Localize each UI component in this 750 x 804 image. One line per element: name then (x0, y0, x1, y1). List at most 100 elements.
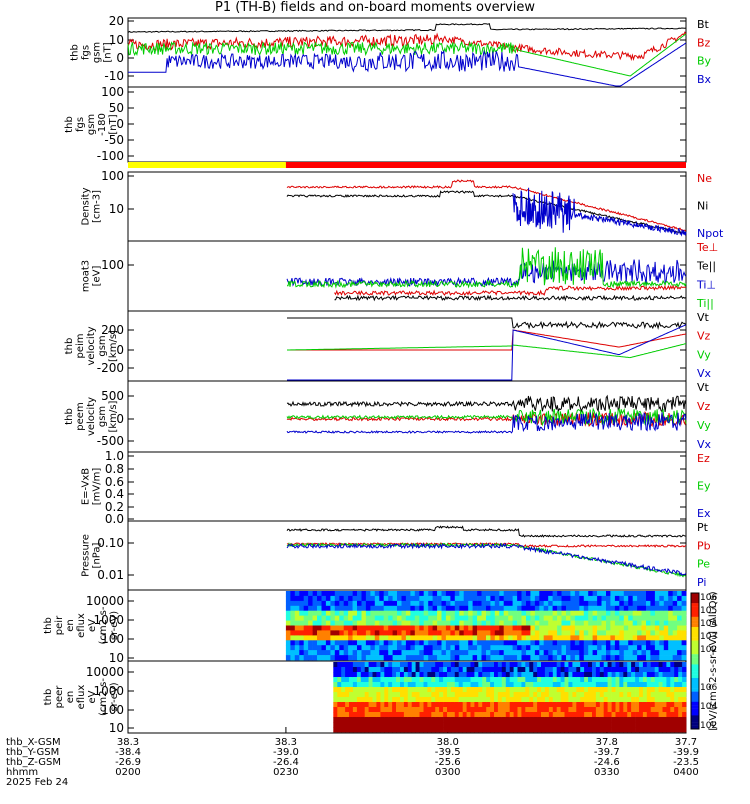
spec-cell (415, 712, 420, 718)
spec-cell (343, 625, 349, 631)
spec-cell (572, 697, 577, 703)
spec-cell (396, 662, 401, 668)
spec-cell (374, 640, 380, 646)
spec-cell (548, 697, 554, 703)
spec-cell (503, 610, 509, 616)
spec-cell (580, 712, 585, 718)
spec-cell (486, 712, 491, 718)
spec-cell (556, 712, 561, 718)
ytick-label: 1000 (93, 613, 124, 627)
spec-cell (552, 655, 558, 661)
ytick-label: -100 (97, 149, 124, 163)
spec-cell (410, 645, 416, 651)
spec-cell (556, 692, 561, 698)
spec-cell (623, 591, 629, 597)
spec-cell (481, 610, 487, 616)
spec-cell (599, 707, 605, 713)
ylabel-line: [eV] (92, 266, 103, 287)
spec-cell (642, 662, 648, 668)
spec-cell (592, 635, 598, 641)
spec-cell (637, 605, 642, 612)
spec-cell (364, 667, 369, 673)
spec-cell (303, 600, 309, 607)
spec-cell (407, 677, 413, 683)
spec-cell (672, 620, 678, 626)
ylabel-line: eflux (76, 613, 87, 638)
spec-cell (357, 600, 362, 607)
spec-cell (576, 687, 581, 693)
spec-cell (537, 687, 542, 693)
spec-cell (681, 650, 687, 656)
spec-cell (423, 655, 429, 661)
ylabel-line: [nT] (108, 114, 119, 134)
spec-cell (463, 650, 469, 656)
spec-cell (548, 672, 554, 678)
spec-cell (610, 600, 616, 607)
spec-cell (623, 702, 628, 708)
spec-cell (561, 610, 567, 616)
spec-cell (552, 645, 558, 651)
spec-cell (454, 640, 460, 646)
spec-cell (641, 640, 647, 646)
spec-cell (635, 722, 640, 728)
spec-cell (641, 600, 647, 607)
spec-cell (370, 591, 376, 597)
spec-cell (525, 667, 530, 673)
spec-cell (454, 635, 460, 641)
spec-cell (534, 625, 540, 631)
spec-cell (525, 687, 530, 693)
legend-Npot: Npot (697, 227, 724, 240)
spec-cell (392, 591, 398, 597)
spec-cell (352, 677, 358, 683)
spec-cell (303, 635, 309, 641)
spec-cell (607, 727, 612, 733)
spec-cell (619, 650, 625, 656)
spec-cell (294, 625, 300, 631)
spec-cell (517, 605, 522, 612)
spec-cell (592, 667, 597, 673)
spec-cell (623, 727, 628, 733)
spec-cell (352, 702, 358, 708)
spec-cell (521, 712, 526, 718)
spec-cell (529, 682, 534, 688)
spec-cell (508, 595, 513, 602)
spec-cell (454, 717, 460, 723)
spec-cell (583, 625, 589, 631)
spec-cell (294, 650, 300, 656)
spec-cell (441, 591, 447, 597)
spec-cell (482, 717, 487, 723)
spec-cell (494, 717, 499, 723)
spec-cell (533, 717, 538, 723)
spec-cell (548, 650, 553, 656)
spec-cell (482, 667, 487, 673)
spec-cell (557, 595, 562, 602)
spec-cell (400, 712, 405, 718)
spec-cell (454, 655, 460, 661)
spec-cell (470, 727, 475, 733)
spec-cell (574, 655, 580, 661)
spec-cell (445, 635, 451, 641)
ylabel-line: thb (43, 617, 54, 634)
spec-cell (312, 645, 318, 651)
spec-cell (468, 610, 473, 616)
spec-cell (650, 645, 656, 651)
spec-cell (530, 591, 536, 597)
spec-cell (614, 625, 620, 631)
spec-cell (494, 605, 500, 612)
colorbar-cell (691, 667, 699, 672)
spec-cell (583, 650, 589, 656)
spec-cell (597, 615, 602, 621)
spec-cell (501, 717, 507, 723)
spec-cell (450, 605, 456, 612)
spec-cell (580, 697, 585, 703)
spec-cell (564, 717, 569, 723)
spec-cell (529, 712, 534, 718)
spec-cell (599, 692, 605, 698)
spec-cell (543, 610, 549, 616)
spec-cell (557, 630, 562, 636)
spec-cell (459, 650, 465, 656)
spec-cell (312, 650, 318, 656)
spec-cell (650, 702, 655, 708)
date-label: 2025 Feb 24 (6, 777, 68, 788)
spec-cell (470, 672, 475, 678)
